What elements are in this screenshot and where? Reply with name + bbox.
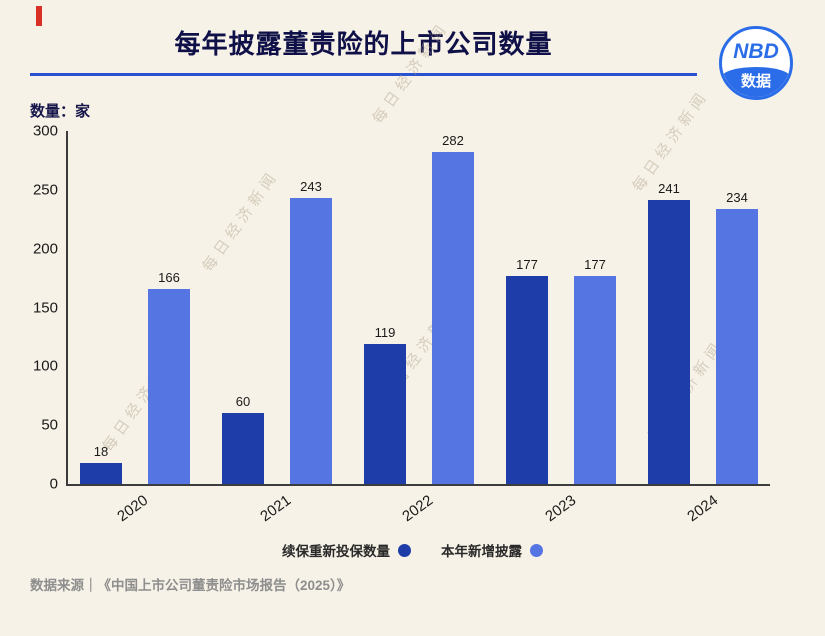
bar-rect	[574, 275, 616, 484]
bar-group: 241 234	[648, 131, 758, 484]
bar-rect	[648, 200, 690, 484]
legend-label: 续保重新投保数量	[282, 544, 390, 559]
bar-rect	[506, 275, 548, 484]
bar-value-label: 177	[516, 256, 538, 272]
bar-value-label: 18	[93, 443, 109, 459]
bar-rect	[222, 413, 264, 484]
bar-group: 60 243	[222, 131, 332, 484]
legend-dot	[530, 543, 543, 557]
plot-area: 18 166 60 243 119 282 177 177 241 234	[66, 131, 770, 486]
bar-group: 177 177	[506, 131, 616, 484]
y-tick-label: 200	[32, 240, 58, 258]
bar-group: 18 166	[80, 131, 190, 484]
bar-value-label: 166	[158, 269, 180, 285]
nbd-logo: NBD 数据	[719, 26, 793, 100]
legend-label: 本年新增披露	[441, 544, 522, 559]
bar-value-label: 243	[300, 179, 322, 195]
y-tick-label: 150	[32, 299, 58, 316]
nbd-logo-subtext: 数据	[722, 67, 790, 97]
bar-value-label: 282	[442, 133, 464, 149]
x-tick-label: 2023	[542, 491, 579, 526]
nbd-logo-text: NBD	[733, 40, 779, 63]
bar: 234	[716, 131, 758, 484]
x-tick-label: 2020	[114, 491, 152, 526]
bar: 119	[364, 131, 406, 484]
bar: 243	[290, 131, 332, 484]
chart: 0 50 100 150 200 250 300 18 166 60 243 119 282 177 17…	[30, 123, 770, 538]
bar-rect	[716, 208, 758, 484]
bar: 177	[574, 131, 616, 484]
bar-rect	[80, 462, 122, 484]
bar-value-label: 119	[374, 324, 396, 340]
legend-item: 本年新增披露	[441, 540, 543, 560]
header: 每年披露董责险的上市公司数量	[30, 0, 697, 61]
bar-group: 119 282	[364, 131, 474, 484]
data-source-note: 数据来源｜《中国上市公司董责险市场报告（2025）》	[30, 578, 351, 593]
x-tick-label: 2022	[399, 491, 437, 526]
legend-dot	[398, 543, 411, 557]
y-axis: 0 50 100 150 200 250 300	[30, 123, 66, 493]
bar-rect	[364, 343, 406, 484]
bar: 18	[80, 131, 122, 484]
legend-item: 续保重新投保数量	[282, 540, 411, 560]
bar: 241	[648, 131, 690, 484]
bar-rect	[290, 198, 332, 484]
bar-rect	[432, 152, 474, 484]
bar: 282	[432, 131, 474, 484]
bar-rect	[148, 288, 190, 484]
bar-value-label: 60	[235, 394, 251, 410]
y-tick-label: 300	[32, 122, 58, 140]
bar: 60	[222, 131, 264, 484]
y-tick-label: 250	[32, 181, 58, 199]
bar-value-label: 234	[726, 189, 748, 205]
corner-accent-mark	[36, 6, 42, 26]
x-axis: 2020 2021 2022 2023 2024	[66, 486, 770, 538]
bar: 166	[148, 131, 190, 484]
y-tick-label: 100	[32, 357, 58, 375]
x-tick-label: 2021	[257, 491, 294, 526]
bar-value-label: 241	[658, 181, 680, 197]
bar-value-label: 177	[584, 256, 606, 272]
y-tick-label: 0	[49, 475, 58, 493]
y-tick-label: 50	[41, 416, 58, 434]
x-tick-label: 2024	[684, 491, 722, 526]
page-title: 每年披露董责险的上市公司数量	[174, 29, 553, 59]
y-axis-title: 数量：家	[30, 103, 91, 120]
legend: 续保重新投保数量 本年新增披露	[0, 540, 825, 560]
bar: 177	[506, 131, 548, 484]
title-underline	[30, 73, 697, 76]
